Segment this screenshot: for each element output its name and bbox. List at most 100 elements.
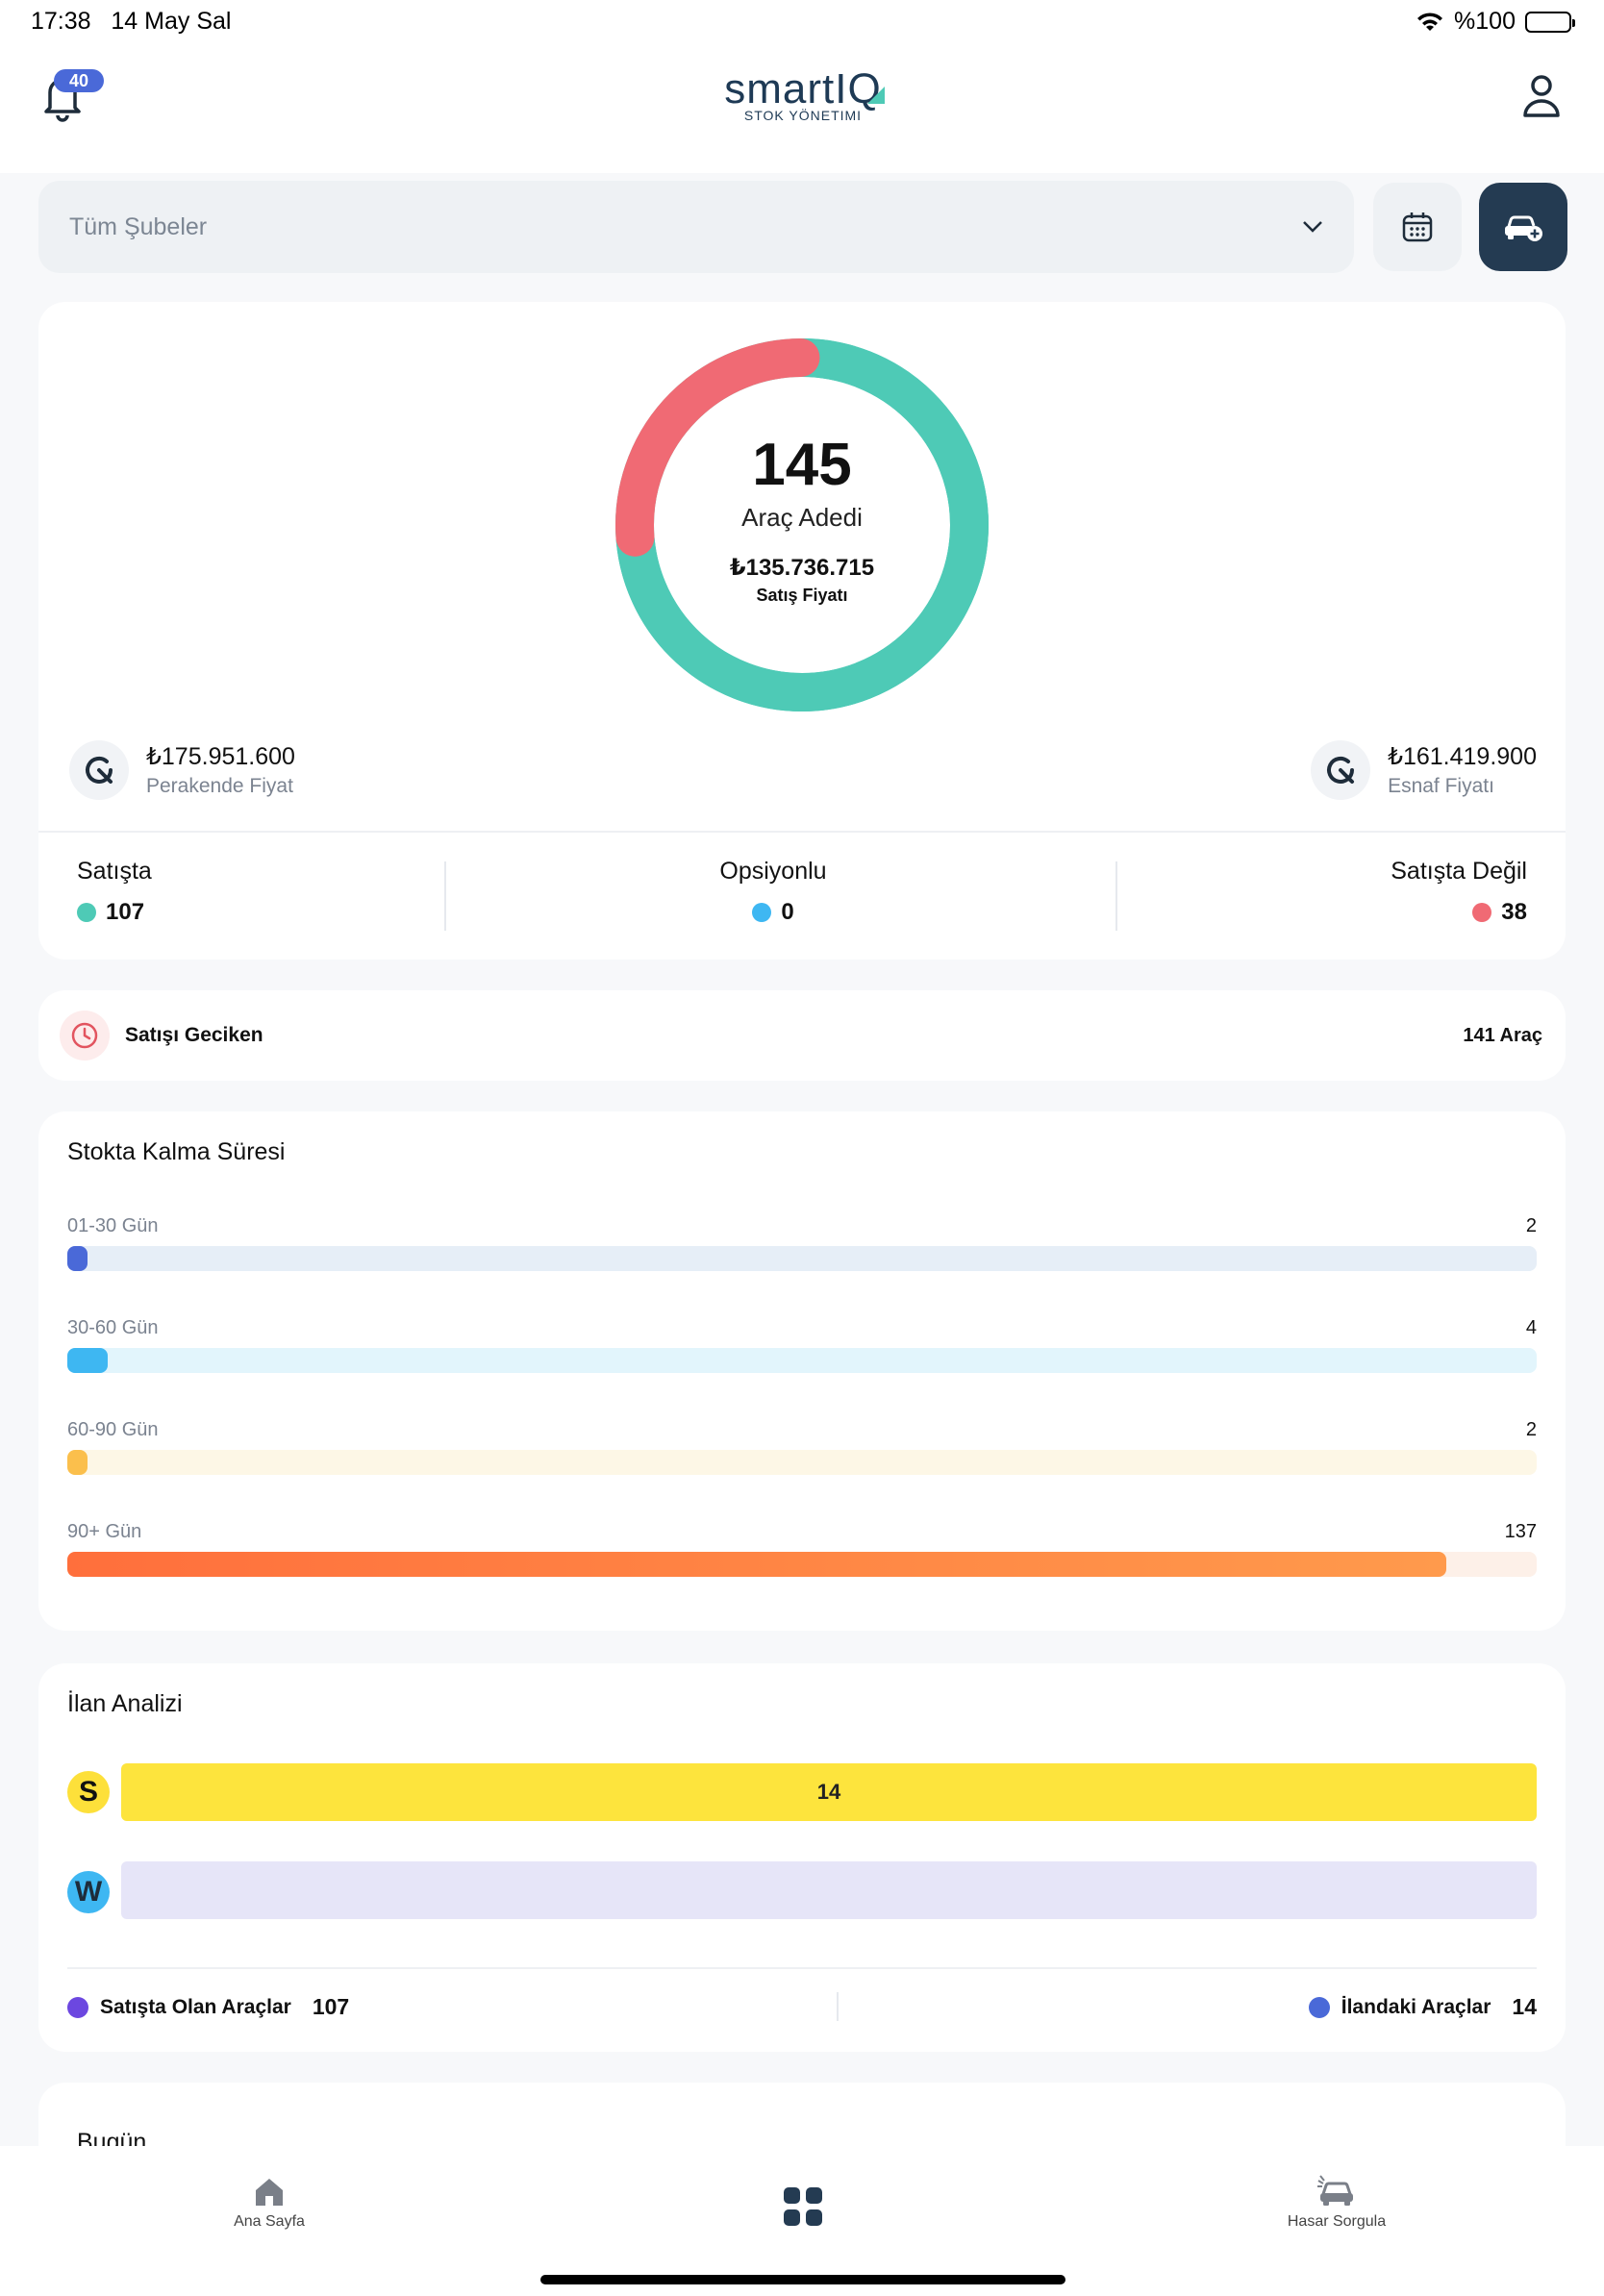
- not-on-sale-value: 38: [1501, 899, 1527, 925]
- logo-subtitle: STOK YÖNETIMI: [743, 108, 863, 123]
- sale-price-value: ₺135.736.715: [729, 555, 875, 581]
- refresh-icon: [1327, 756, 1355, 784]
- sale-price-label: Satış Fiyatı: [756, 586, 848, 605]
- battery-icon: [1525, 11, 1575, 33]
- dealer-price-label: Esnaf Fiyatı: [1388, 775, 1494, 797]
- dealer-price-value: ₺161.419.900: [1388, 743, 1537, 770]
- on-sale-stat[interactable]: Satışta 107: [77, 858, 152, 926]
- listed-legend-label: İlandaki Araçlar: [1341, 1995, 1491, 2018]
- status-time: 17:38 14 May Sal: [31, 8, 231, 36]
- delayed-count: 141 Araç: [1463, 1024, 1542, 1046]
- status-date: 14 May Sal: [111, 8, 232, 35]
- optional-value-row: 0: [715, 899, 831, 926]
- sahibinden-bar[interactable]: 14: [121, 1763, 1537, 1821]
- on-sale-dot: [77, 903, 96, 922]
- donut-segment-not-on-sale: [615, 338, 989, 711]
- calendar-button[interactable]: [1373, 183, 1462, 271]
- stock-bar-track: [67, 1450, 1537, 1475]
- retail-price-value: ₺175.951.600: [146, 743, 295, 770]
- calendar-icon: [1402, 212, 1433, 242]
- tab-home-label: Ana Sayfa: [234, 2213, 305, 2230]
- tab-home[interactable]: Ana Sayfa: [212, 2175, 327, 2231]
- on-sale-legend-dot: [67, 1996, 88, 2018]
- summary-divider: [38, 831, 1566, 833]
- stock-duration-title: Stokta Kalma Süresi: [67, 1138, 286, 1165]
- optional-label: Opsiyonlu: [719, 858, 827, 885]
- stock-bar-count: 2: [1525, 1215, 1537, 1236]
- stock-bar-count: 4: [1525, 1317, 1537, 1338]
- branch-select[interactable]: Tüm Şubeler: [38, 181, 1354, 273]
- stock-bar-label: 30-60 Gün: [67, 1317, 159, 1338]
- tab-damage-label: Hasar Sorgula: [1287, 2213, 1387, 2230]
- wifi-icon: [1417, 12, 1443, 31]
- not-on-sale-stat[interactable]: Satışta Değil 38: [1391, 858, 1527, 926]
- on-sale-legend-label: Satışta Olan Araçlar: [100, 1995, 291, 2018]
- sahibinden-value: 14: [816, 1780, 841, 1804]
- grid-menu-icon: [784, 2187, 822, 2226]
- refresh-icon: [86, 756, 113, 784]
- w-listing-icon: W: [67, 1871, 110, 1913]
- stock-bar-track: [67, 1246, 1537, 1271]
- battery-percent: %100: [1454, 8, 1516, 35]
- legend-separator: [837, 1992, 839, 2021]
- status-clock: 17:38: [31, 8, 91, 35]
- home-icon: [256, 2179, 283, 2206]
- stock-bar-fill: [67, 1450, 88, 1475]
- status-bar: [0, 0, 1604, 48]
- optional-stat[interactable]: Opsiyonlu 0: [715, 858, 831, 926]
- logo-text: smartIQ: [724, 65, 882, 112]
- on-sale-legend-value: 107: [312, 1994, 350, 2019]
- listing-analysis-card: [38, 1663, 1566, 2052]
- stock-bar-fill: [67, 1348, 108, 1373]
- damaged-car-icon: [1317, 2175, 1353, 2206]
- app-header: [0, 48, 1604, 173]
- summary-card: [38, 302, 1566, 960]
- stock-bar-track: [67, 1348, 1537, 1373]
- add-vehicle-button[interactable]: [1479, 183, 1567, 271]
- sahibinden-icon: S: [67, 1771, 110, 1813]
- delayed-sales-row[interactable]: Satışı Geciken 141 Araç: [38, 990, 1566, 1081]
- clock-icon-wrap: [60, 1011, 110, 1061]
- not-on-sale-value-row: 38: [1391, 899, 1527, 926]
- retail-refresh-icon-wrap: [69, 740, 129, 800]
- on-sale-label: Satışta: [77, 858, 152, 885]
- stock-bar-label: 90+ Gün: [67, 1521, 142, 1542]
- car-plus-icon: [1505, 215, 1542, 241]
- branch-select-placeholder: Tüm Şubeler: [69, 212, 208, 240]
- optional-value: 0: [781, 899, 794, 925]
- delayed-left: Satışı Geciken: [60, 1011, 263, 1061]
- optional-dot: [752, 903, 772, 922]
- sahibinden-letter: S: [78, 1776, 98, 1808]
- home-indicator: [540, 2275, 1065, 2284]
- tab-bar: [0, 2146, 1604, 2296]
- stat-separator: [1115, 861, 1117, 931]
- listed-legend-value: 14: [1512, 1994, 1537, 2019]
- listing-divider: [67, 1967, 1537, 1969]
- tab-menu[interactable]: [783, 2186, 823, 2227]
- stock-bar-label: 01-30 Gün: [67, 1215, 159, 1236]
- vehicle-count-label: Araç Adedi: [741, 503, 863, 532]
- clock-icon: [71, 1022, 98, 1049]
- stat-separator: [444, 861, 446, 931]
- chevron-down-icon: [1303, 221, 1322, 233]
- on-sale-legend: Satışta Olan Araçlar 107: [67, 1994, 349, 2020]
- donut-center: 145 Araç Adedi ₺135.736.715 Satış Fiyatı: [615, 338, 989, 711]
- stock-bar-count: 2: [1525, 1419, 1537, 1440]
- stock-bar-fill: [67, 1246, 88, 1271]
- user-profile-icon[interactable]: [1517, 71, 1566, 119]
- on-sale-value-row: 107: [77, 899, 152, 926]
- dealer-price: ₺161.419.900 Esnaf Fiyatı: [1311, 740, 1537, 800]
- stock-bar-fill: [67, 1552, 1446, 1577]
- w-letter: W: [74, 1876, 103, 1908]
- retail-price: ₺175.951.600 Perakende Fiyat: [69, 740, 295, 800]
- w-listing-bar[interactable]: [121, 1861, 1537, 1919]
- vehicle-donut-chart: [615, 338, 989, 711]
- dealer-refresh-icon-wrap: [1311, 740, 1371, 800]
- tab-damage-query[interactable]: Hasar Sorgula: [1269, 2175, 1404, 2231]
- app-logo: smartIQ STOK YÖNETIMI: [716, 65, 890, 123]
- delayed-label: Satışı Geciken: [125, 1024, 263, 1046]
- listed-legend: İlandaki Araçlar 14: [1308, 1994, 1537, 2020]
- vehicle-count: 145: [752, 432, 852, 498]
- status-right: %100: [1416, 8, 1575, 36]
- logo-mark-icon: [867, 87, 885, 104]
